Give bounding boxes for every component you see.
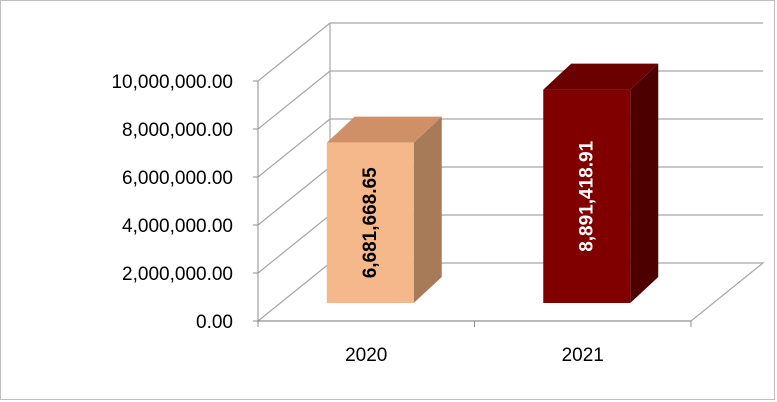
bar-top (543, 63, 659, 90)
x-tick-label: 2021 (562, 345, 604, 366)
x-tick-label: 2020 (345, 345, 387, 366)
bar-2020 (326, 116, 442, 303)
y-tick-label: 8,000,000.00 (122, 120, 233, 141)
bar-front (543, 89, 631, 303)
y-tick-label: 4,000,000.00 (122, 216, 233, 237)
bar-top (326, 116, 442, 143)
data-label: 6,681,668.65 (360, 167, 381, 278)
bar-front (326, 142, 414, 303)
data-label: 8,891,418.91 (577, 140, 598, 251)
data-labels: 6,681,668.65 8,891,418.91 (360, 140, 598, 278)
bar-side (630, 63, 659, 304)
y-tick-label: 10,000,000.00 (111, 72, 233, 93)
x-axis: 2020 2021 (257, 320, 692, 366)
y-axis: 0.00 2,000,000.00 4,000,000.00 6,000,000.00… (111, 72, 259, 333)
bar-side (413, 116, 442, 303)
gridline (257, 22, 763, 82)
y-tick-label: 6,000,000.00 (122, 168, 233, 189)
bar-2021 (543, 63, 659, 304)
bars (326, 63, 659, 304)
y-tick-label: 2,000,000.00 (122, 264, 233, 285)
gridline (257, 70, 763, 130)
y-tick-label: 0.00 (196, 312, 233, 333)
